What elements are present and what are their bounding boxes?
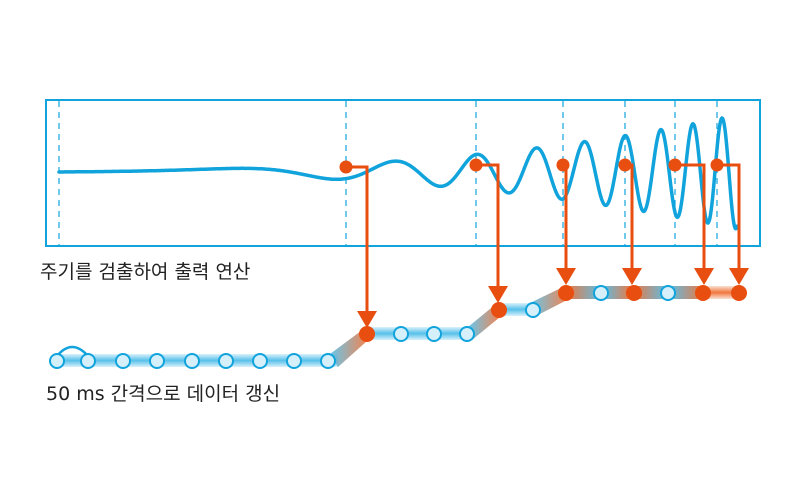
detection-point [618,158,632,172]
update-node [525,302,541,318]
connector-line [476,163,500,288]
update-node [149,353,165,369]
update-node [660,285,676,301]
signal-frame [45,99,761,247]
detection-point [668,158,682,172]
update-node [393,326,409,342]
output-node [695,285,711,301]
chain-band [602,286,632,299]
update-node [115,353,131,369]
chain-band [668,286,704,299]
connector-line [625,163,634,270]
arrowhead [357,311,377,328]
update-node [218,353,234,369]
arrowhead [622,268,642,285]
detection-points [339,158,724,174]
connector-line [675,163,706,270]
update-node [320,353,336,369]
update-node [593,285,609,301]
chain-band [704,286,739,299]
output-node [359,326,375,342]
output-node [491,302,507,318]
chain-band [330,328,367,367]
update-node [426,326,442,342]
chain-band [366,327,470,340]
output-node [731,285,747,301]
update-node [49,353,65,369]
connector-line [346,165,369,312]
bottom-caption: 50 ms 간격으로 데이터 갱신 [46,383,281,405]
update-nodes [49,285,747,369]
connector-arrowheads [357,268,749,328]
period-markers [58,101,718,245]
output-node [626,285,642,301]
detection-point [469,158,483,172]
update-node [252,353,268,369]
chain-band [566,286,602,299]
connector-line [717,163,741,270]
detection-point [556,158,570,172]
update-node [286,353,302,369]
arrowhead [488,286,508,303]
output-node [558,285,574,301]
detection-point [710,158,724,172]
arrowhead [694,268,714,285]
chain-band [498,303,534,316]
top-caption: 주기를 검출하여 출력 연산 [40,261,251,283]
update-node [80,353,96,369]
detection-point [339,160,353,174]
loop-arc [56,345,89,357]
arrowhead [556,268,576,285]
update-node [459,326,475,342]
arrowhead [729,268,749,285]
chirp-waveform [57,115,739,231]
update-node [184,353,200,369]
